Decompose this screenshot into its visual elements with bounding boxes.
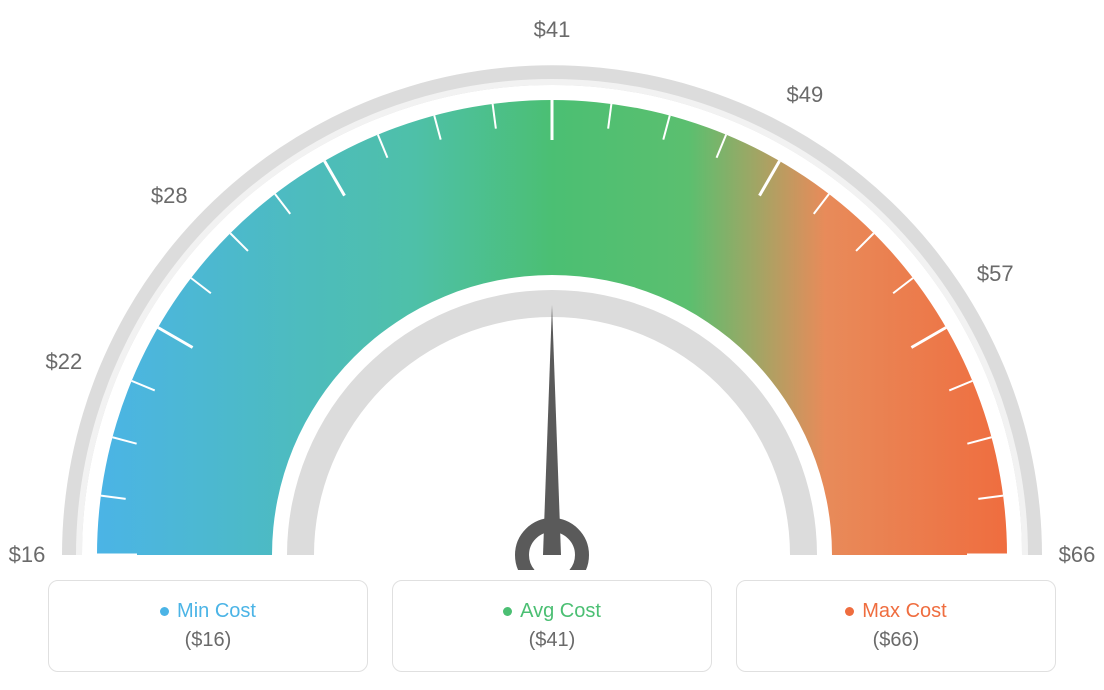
gauge-tick-label: $57 [977,261,1014,287]
legend-row: Min Cost ($16) Avg Cost ($41) Max Cost ($66) [0,580,1104,672]
legend-label: Max Cost [862,600,946,623]
gauge-needle [543,305,561,555]
legend-label: Avg Cost [520,600,601,623]
legend-value: ($41) [529,629,576,652]
legend-value: ($16) [185,629,232,652]
gauge-tick-label: $22 [46,349,83,375]
avg-dot-icon [503,607,512,616]
gauge-svg [0,0,1104,570]
gauge-tick-label: $66 [1059,542,1096,568]
gauge-chart-container: $16 $22 $28 $41 $49 $57 $66 Min Cost ($16) Avg C… [0,0,1104,690]
legend-card-max: Max Cost ($66) [736,580,1056,672]
max-dot-icon [845,607,854,616]
gauge-tick-label: $28 [151,183,188,209]
legend-card-avg: Avg Cost ($41) [392,580,712,672]
legend-card-min: Min Cost ($16) [48,580,368,672]
gauge-tick-label: $41 [534,17,571,43]
legend-label: Min Cost [177,600,256,623]
legend-top: Avg Cost [503,600,601,623]
legend-top: Min Cost [160,600,256,623]
legend-top: Max Cost [845,600,946,623]
legend-value: ($66) [873,629,920,652]
min-dot-icon [160,607,169,616]
gauge-tick-label: $49 [787,82,824,108]
gauge-area: $16 $22 $28 $41 $49 $57 $66 [0,0,1104,570]
gauge-tick-label: $16 [9,542,46,568]
